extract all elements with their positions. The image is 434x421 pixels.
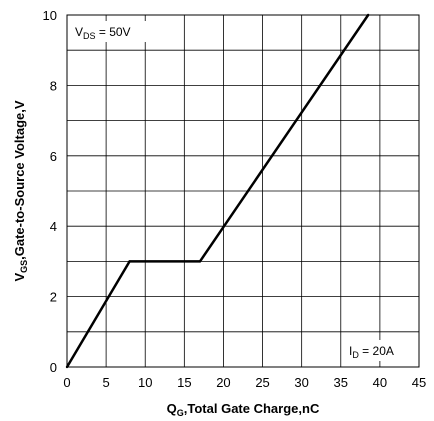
y-axis-title: VGS,Gate-to-Source Voltage,V bbox=[12, 100, 29, 281]
x-tick-label: 5 bbox=[102, 375, 109, 390]
x-tick-labels: 0 5 10 15 20 25 30 35 40 45 bbox=[63, 375, 426, 390]
grid-lines bbox=[66, 14, 420, 368]
y-tick-label: 6 bbox=[50, 149, 57, 164]
series-point bbox=[198, 260, 202, 263]
x-tick-label: 25 bbox=[255, 375, 269, 390]
annotation-vds-sub: DS bbox=[83, 31, 96, 41]
x-tick-label: 40 bbox=[373, 375, 387, 390]
x-tick-label: 10 bbox=[138, 375, 152, 390]
y-tick-label: 10 bbox=[43, 8, 57, 23]
x-tick-label: 15 bbox=[177, 375, 191, 390]
y-tick-label: 8 bbox=[50, 78, 57, 93]
svg-text:ID = 20A: ID = 20A bbox=[349, 344, 394, 360]
annotation-id-main: I bbox=[349, 344, 352, 358]
y-tick-label: 4 bbox=[50, 219, 57, 234]
y-tick-label: 2 bbox=[50, 290, 57, 305]
y-tick-label: 0 bbox=[50, 360, 57, 375]
x-tick-label: 35 bbox=[334, 375, 348, 390]
annotation-vds: VDS = 50V bbox=[70, 21, 152, 42]
series-line bbox=[65, 14, 370, 368]
x-tick-label: 30 bbox=[294, 375, 308, 390]
annotation-vds-main: V bbox=[75, 25, 83, 39]
x-tick-label: 20 bbox=[216, 375, 230, 390]
annotation-vds-rest: = 50V bbox=[96, 25, 131, 39]
x-axis-title-rest: ,Total Gate Charge,nC bbox=[184, 401, 320, 416]
x-tick-label: 0 bbox=[63, 375, 70, 390]
y-axis-title-sub: GS bbox=[19, 260, 29, 273]
x-tick-label: 45 bbox=[412, 375, 426, 390]
x-axis-title-sub: G bbox=[177, 408, 184, 418]
y-tick-labels: 0 2 4 6 8 10 bbox=[43, 8, 57, 375]
y-axis-title-rest: ,Gate-to-Source Voltage,V bbox=[12, 100, 27, 260]
svg-text:VDS = 50V: VDS = 50V bbox=[75, 25, 131, 41]
series-point bbox=[65, 365, 69, 369]
plot-frame bbox=[66, 14, 420, 368]
x-axis-title-main: Q bbox=[167, 401, 177, 416]
x-axis-title: QG,Total Gate Charge,nC bbox=[167, 401, 320, 418]
series-layer bbox=[65, 13, 370, 369]
series-point bbox=[128, 260, 131, 263]
annotation-id-rest: = 20A bbox=[359, 344, 394, 358]
y-axis-title-main: V bbox=[12, 273, 27, 282]
annotation-id: ID = 20A bbox=[345, 340, 415, 361]
series-point bbox=[366, 13, 370, 17]
annotation-id-sub: D bbox=[352, 350, 359, 360]
